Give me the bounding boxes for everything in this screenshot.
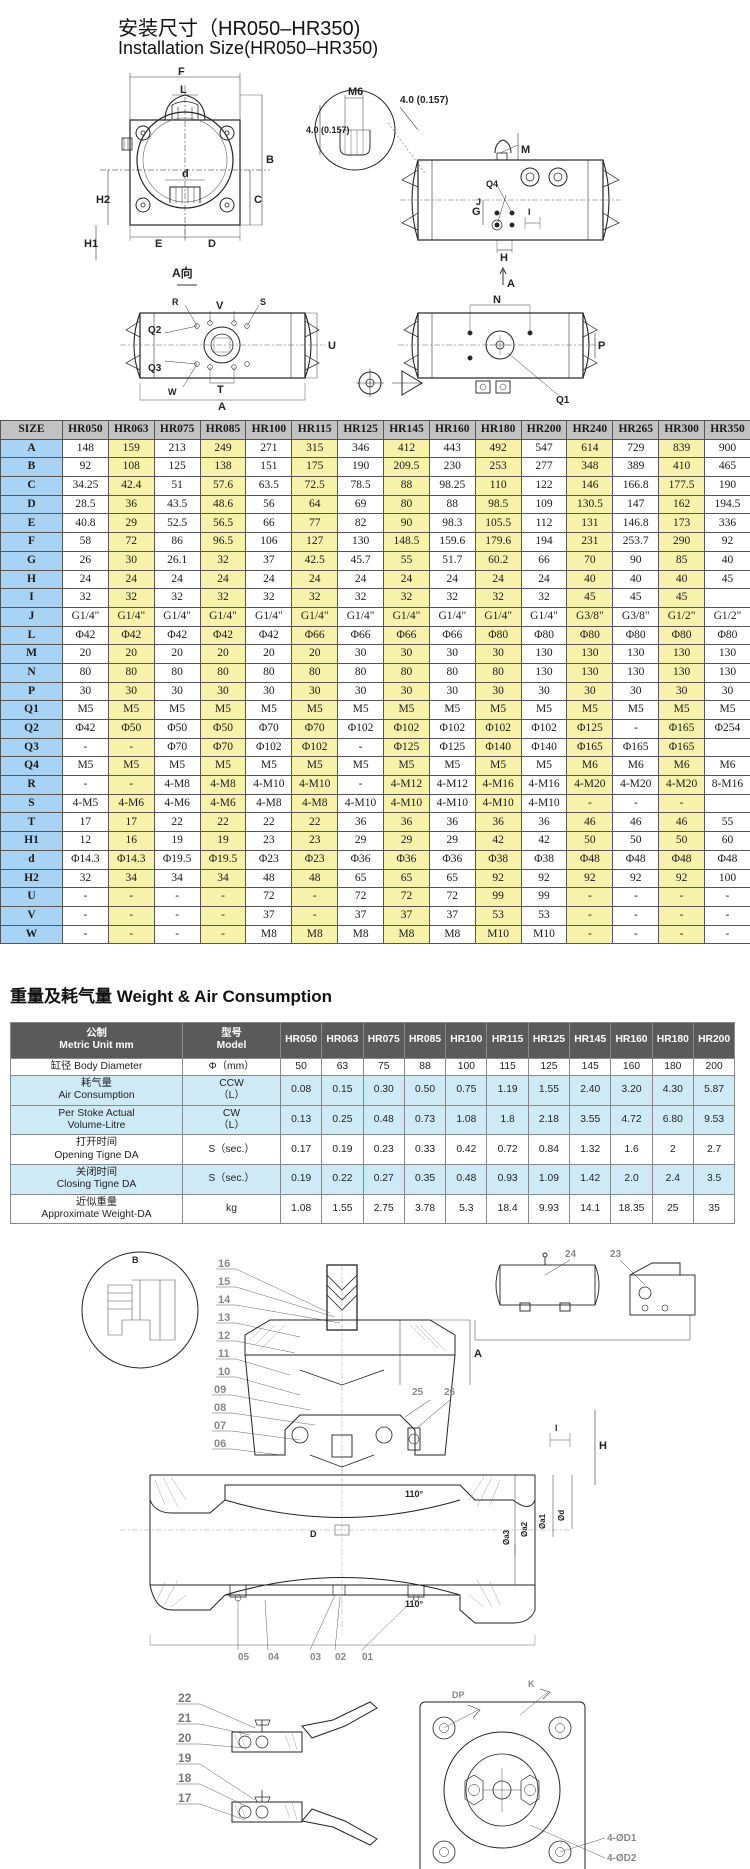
svg-text:F: F	[178, 66, 185, 78]
svg-text:P: P	[598, 340, 605, 352]
svg-text:Q1: Q1	[556, 395, 570, 406]
svg-text:13: 13	[218, 1312, 230, 1324]
svg-text:I: I	[528, 207, 531, 217]
svg-text:4-ØD2: 4-ØD2	[607, 1853, 637, 1864]
svg-text:L: L	[180, 84, 187, 96]
svg-text:T: T	[217, 384, 224, 396]
svg-text:Øa2: Øa2	[520, 1521, 529, 1537]
svg-text:A: A	[474, 1348, 482, 1360]
svg-text:A: A	[507, 278, 515, 290]
svg-text:Øa3: Øa3	[502, 1529, 511, 1545]
svg-text:A向: A向	[172, 265, 193, 280]
svg-text:19: 19	[178, 1751, 192, 1765]
svg-text:26: 26	[444, 1387, 456, 1398]
svg-text:K: K	[528, 1680, 535, 1689]
svg-text:d: d	[182, 168, 189, 180]
svg-text:DP: DP	[452, 1690, 465, 1700]
svg-text:15: 15	[218, 1276, 230, 1288]
svg-text:08: 08	[214, 1402, 226, 1414]
svg-text:E: E	[155, 238, 162, 250]
svg-text:A: A	[218, 401, 226, 413]
svg-text:14: 14	[218, 1294, 231, 1306]
svg-text:25: 25	[412, 1387, 424, 1398]
svg-text:09: 09	[214, 1384, 226, 1396]
svg-text:4.0 (0.157): 4.0 (0.157)	[306, 125, 350, 135]
svg-text:V: V	[216, 300, 224, 312]
svg-text:S: S	[260, 297, 266, 307]
svg-text:G: G	[472, 206, 481, 218]
svg-text:23: 23	[610, 1249, 622, 1260]
svg-text:M: M	[521, 144, 530, 156]
svg-text:N: N	[493, 294, 501, 306]
svg-text:20: 20	[178, 1731, 192, 1745]
svg-text:I: I	[555, 1423, 558, 1433]
svg-text:05: 05	[238, 1652, 250, 1663]
svg-text:4-ØD1: 4-ØD1	[607, 1833, 637, 1844]
svg-text:Ød: Ød	[557, 1510, 566, 1521]
svg-text:U: U	[328, 340, 336, 352]
svg-text:B: B	[132, 1255, 139, 1265]
svg-text:24: 24	[565, 1249, 577, 1260]
svg-text:C: C	[254, 194, 262, 206]
svg-text:07: 07	[214, 1420, 226, 1432]
svg-text:D: D	[208, 238, 216, 250]
svg-text:110°: 110°	[405, 1599, 424, 1609]
svg-text:110°: 110°	[405, 1489, 424, 1499]
svg-text:H2: H2	[96, 194, 110, 206]
svg-text:04: 04	[268, 1652, 280, 1663]
svg-text:16: 16	[218, 1258, 230, 1270]
svg-text:11: 11	[218, 1348, 230, 1360]
svg-text:12: 12	[218, 1330, 230, 1342]
svg-text:21: 21	[178, 1711, 192, 1725]
svg-text:M6: M6	[348, 86, 363, 98]
svg-text:B: B	[266, 154, 274, 166]
svg-text:18: 18	[178, 1771, 192, 1785]
svg-text:Q2: Q2	[148, 325, 162, 336]
svg-text:03: 03	[310, 1652, 322, 1663]
svg-text:02: 02	[335, 1652, 347, 1663]
svg-text:06: 06	[214, 1438, 226, 1450]
svg-text:22: 22	[178, 1691, 192, 1705]
svg-text:Q4: Q4	[486, 179, 498, 189]
svg-text:01: 01	[362, 1652, 374, 1663]
svg-text:Øa1: Øa1	[538, 1513, 547, 1529]
svg-text:10: 10	[218, 1366, 230, 1378]
svg-text:R: R	[172, 297, 179, 307]
svg-text:H: H	[500, 252, 508, 264]
svg-text:4.0 (0.157): 4.0 (0.157)	[400, 95, 448, 106]
svg-text:D: D	[310, 1529, 317, 1539]
svg-text:H: H	[599, 1440, 607, 1452]
svg-text:H1: H1	[84, 238, 98, 250]
svg-text:W: W	[168, 387, 177, 397]
svg-text:17: 17	[178, 1791, 192, 1805]
svg-text:Q3: Q3	[148, 363, 162, 374]
